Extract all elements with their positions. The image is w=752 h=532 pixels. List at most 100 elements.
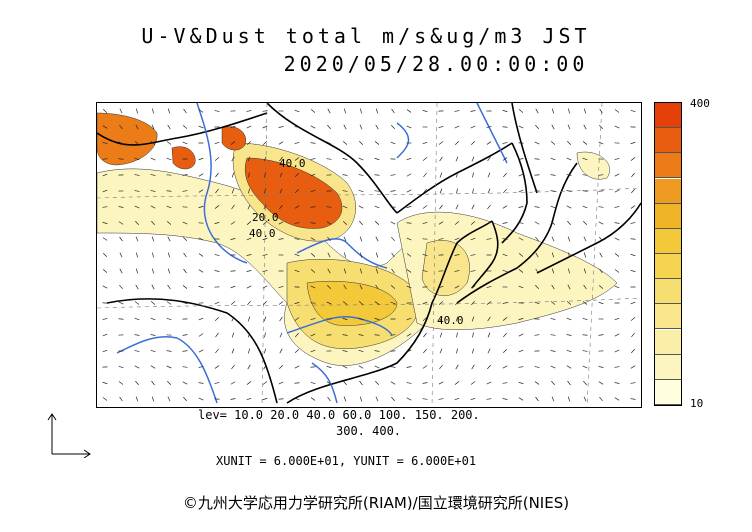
- wind-vector: [119, 284, 123, 290]
- wind-vector: [342, 350, 348, 352]
- wind-vector: [614, 333, 620, 337]
- wind-vector: [134, 174, 140, 176]
- wind-vector: [182, 125, 188, 129]
- wind-vector: [150, 157, 156, 161]
- wind-vector: [406, 366, 412, 368]
- wind-vector: [599, 396, 603, 402]
- wind-vector: [518, 173, 524, 177]
- wind-vector: [375, 236, 379, 242]
- wind-vector: [583, 268, 587, 274]
- wind-vector: [231, 364, 235, 370]
- wind-vector: [422, 301, 428, 305]
- wind-vector: [374, 301, 380, 305]
- colorbar-max-label: 400: [690, 97, 710, 110]
- wind-vector: [343, 236, 347, 242]
- wind-vector: [326, 141, 332, 145]
- dust-map: 40.0 20.0 40.0 40.0: [96, 102, 642, 408]
- wind-vector: [518, 285, 524, 289]
- wind-vector: [214, 141, 220, 145]
- wind-vector: [310, 318, 316, 320]
- wind-vector: [614, 206, 620, 208]
- wind-vector: [502, 382, 508, 384]
- wind-vector: [198, 349, 204, 353]
- wind-vector: [310, 109, 316, 113]
- wind-vector: [502, 348, 508, 354]
- wind-vector: [471, 348, 475, 354]
- wind-vector: [470, 221, 476, 225]
- wind-vector: [422, 365, 428, 369]
- wind-vector: [391, 396, 395, 402]
- wind-vector: [599, 252, 603, 258]
- colorbar-segment: [655, 329, 681, 355]
- wind-vector: [567, 396, 571, 402]
- wind-vector: [102, 397, 108, 401]
- wind-vector: [102, 206, 108, 208]
- wind-vector: [151, 396, 155, 402]
- wind-vector: [390, 350, 396, 352]
- wind-vector: [534, 141, 540, 145]
- wind-vector: [279, 172, 283, 178]
- wind-vector: [326, 381, 332, 385]
- wind-vector: [582, 334, 588, 336]
- wind-vector: [263, 364, 267, 370]
- wind-vector: [359, 284, 363, 290]
- wind-vector: [278, 381, 284, 385]
- wind-vector: [486, 398, 492, 400]
- wind-vector: [135, 236, 139, 242]
- wind-vector: [102, 173, 108, 177]
- wind-vector: [455, 156, 459, 162]
- wind-vector: [487, 316, 491, 322]
- wind-vector: [599, 236, 603, 242]
- wind-vector: [264, 172, 266, 178]
- wind-vector: [262, 397, 268, 401]
- wind-vector: [167, 268, 171, 274]
- wind-vector: [230, 270, 236, 272]
- wind-vector: [248, 348, 250, 354]
- wind-vector: [230, 125, 236, 129]
- wind-vector: [630, 222, 636, 224]
- wind-vector: [406, 189, 412, 193]
- wind-vector: [198, 173, 204, 177]
- wind-vector: [406, 237, 412, 241]
- wind-vector: [583, 236, 587, 242]
- wind-vector: [374, 318, 380, 320]
- wind-vector: [327, 124, 331, 130]
- wind-vector: [375, 396, 379, 402]
- wind-vector: [167, 108, 171, 114]
- wind-vector: [406, 173, 412, 177]
- wind-vector: [342, 334, 348, 336]
- wind-vector: [135, 220, 139, 226]
- wind-vector: [454, 221, 460, 225]
- wind-vector: [294, 269, 300, 273]
- wind-vector: [310, 222, 316, 224]
- wind-vector: [375, 284, 379, 290]
- wind-vector: [470, 381, 476, 385]
- wind-vector: [182, 174, 188, 176]
- wind-vector: [566, 157, 572, 161]
- wind-vector: [422, 221, 428, 225]
- wind-vector: [598, 301, 604, 305]
- wind-vector: [582, 365, 588, 369]
- wind-vector: [534, 174, 540, 176]
- wind-vector: [439, 316, 443, 322]
- wind-vector: [166, 350, 172, 352]
- wind-vector: [582, 141, 588, 145]
- wind-vector: [294, 365, 300, 369]
- contour-label: 40.0: [437, 314, 464, 327]
- wind-vector: [198, 285, 204, 289]
- wind-vector: [214, 254, 220, 256]
- wind-vector: [118, 206, 124, 208]
- map-canvas: 40.0 20.0 40.0 40.0: [97, 103, 641, 407]
- wind-vector: [598, 366, 604, 368]
- wind-vector: [406, 285, 412, 289]
- wind-vector: [294, 301, 300, 305]
- wind-vector: [167, 284, 171, 290]
- wind-vector: [390, 366, 396, 368]
- wind-vector: [502, 365, 508, 369]
- wind-vector: [502, 157, 508, 161]
- wind-vector: [406, 382, 412, 384]
- wind-vector: [247, 364, 251, 370]
- wind-vector: [391, 268, 395, 274]
- wind-vector: [374, 205, 380, 209]
- wind-vector: [598, 221, 604, 225]
